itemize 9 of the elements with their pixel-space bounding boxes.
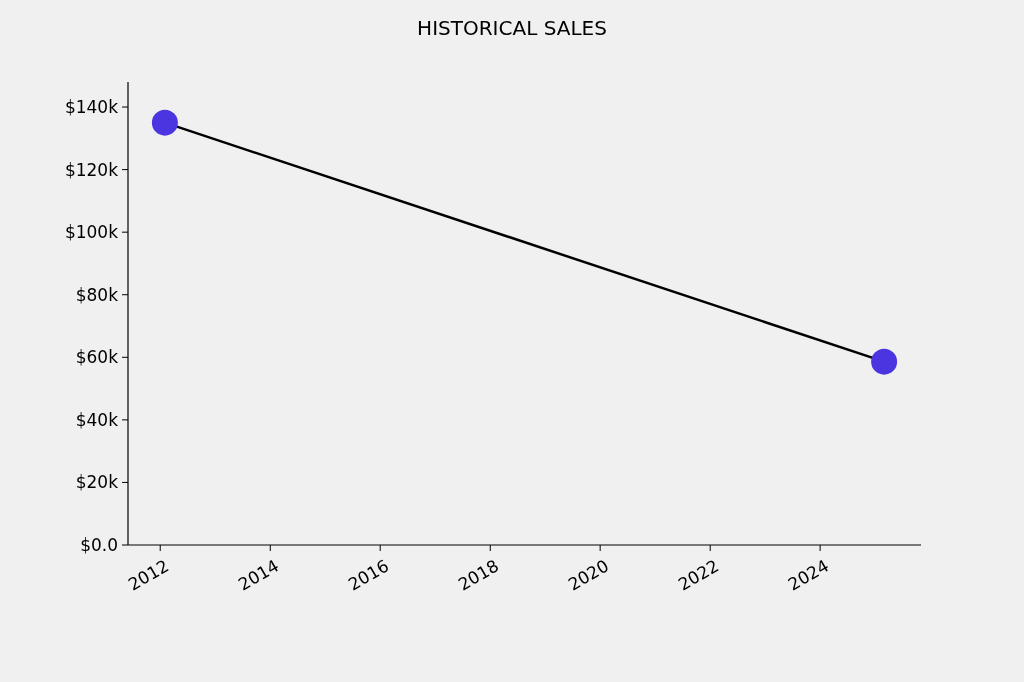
chart-title: HISTORICAL SALES bbox=[417, 16, 607, 40]
y-tick-label: $140k bbox=[64, 96, 119, 117]
y-tick-label: $120k bbox=[64, 159, 119, 180]
y-tick-label: $60k bbox=[75, 347, 119, 368]
y-tick-label: $20k bbox=[75, 472, 119, 493]
y-tick-label: $40k bbox=[75, 409, 119, 430]
y-tick-label: $0.0 bbox=[80, 534, 118, 555]
y-tick-label: $80k bbox=[75, 284, 119, 305]
y-tick-label: $100k bbox=[64, 222, 119, 243]
